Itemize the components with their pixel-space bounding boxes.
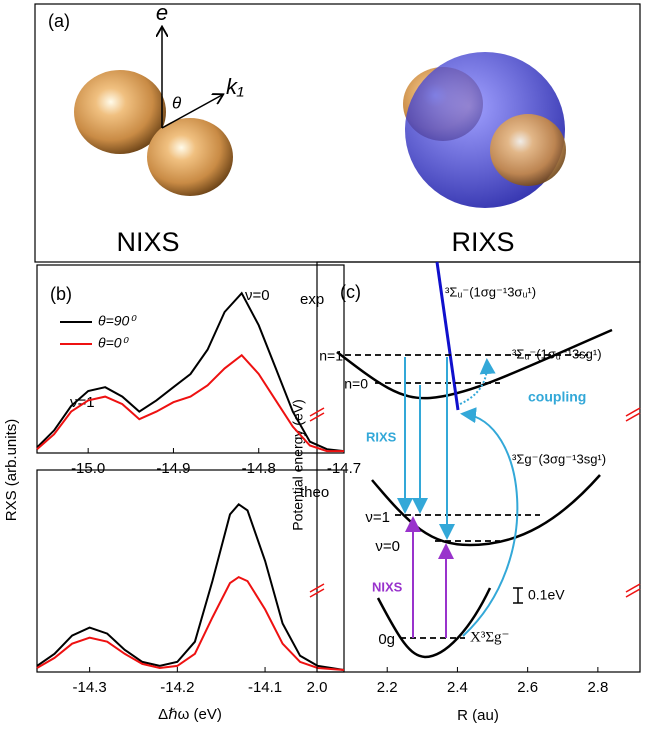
nixs-label: NIXS	[116, 227, 179, 257]
state-label: X³Σg⁻	[470, 629, 509, 645]
k-label: k₁	[226, 74, 244, 99]
x-tick-label: -15.0	[71, 460, 105, 477]
potential-curves	[337, 330, 612, 657]
scale-bar	[513, 588, 523, 603]
nixs-label: NIXS	[372, 579, 403, 594]
panel-label: (b)	[50, 284, 72, 304]
panel-label: (c)	[340, 282, 361, 302]
level-label: n=0	[344, 376, 368, 392]
level-label: 0g	[378, 631, 395, 648]
state-label: ³Σᵤ⁻(1σᵤ⁻¹3sg¹)	[512, 346, 602, 361]
x-tick-label: -14.3	[73, 679, 107, 696]
e-label: e	[156, 0, 168, 25]
potential-curve	[372, 475, 600, 545]
panel-label: (a)	[48, 11, 70, 31]
level-label: ν=0	[375, 538, 400, 555]
rixs-label: RIXS	[366, 429, 397, 444]
axis-breaks	[310, 408, 640, 597]
legend-label: θ=0⁰	[98, 335, 130, 351]
x-axis-label: R (au)	[457, 707, 499, 724]
x-axis-label: Δℏω (eV)	[158, 706, 222, 723]
rixs-label: RIXS	[451, 227, 514, 257]
level-label: ν=1	[365, 509, 390, 526]
x-tick-label: -14.8	[242, 460, 276, 477]
x-tick-label: -14.7	[327, 460, 361, 477]
annotation: ν=0	[245, 287, 270, 304]
y-axis-label: RXS (arb.units)	[3, 419, 20, 522]
theta-label: θ	[172, 93, 182, 112]
scale-label: 0.1eV	[528, 587, 565, 603]
coupling-label: coupling	[528, 389, 586, 405]
arrow	[460, 362, 487, 404]
figure: (a) e k₁ θ NIXS RIXS (b) exp ν=1 ν=0 the…	[0, 0, 645, 733]
level-label: n=1	[319, 348, 343, 364]
curve	[37, 577, 344, 670]
state-label: ³Σᵤ⁻(1σg⁻¹3σᵤ¹)	[445, 284, 536, 299]
atom	[490, 114, 566, 186]
x-tick-label: -14.9	[156, 460, 190, 477]
state-label: ³Σg⁻(3σg⁻¹3sg¹)	[512, 451, 606, 466]
curve-label: exp	[300, 291, 324, 308]
arrow	[463, 414, 517, 636]
x-tick-label: 2.0	[307, 679, 328, 696]
legend-label: θ=90⁰	[98, 313, 137, 329]
x-tick-label: 2.4	[447, 679, 468, 696]
x-tick-label: 2.6	[517, 679, 538, 696]
x-tick-label: -14.1	[248, 679, 282, 696]
atom	[147, 118, 233, 196]
nixs-arrows	[413, 520, 446, 638]
x-tick-label: -14.2	[160, 679, 194, 696]
x-tick-label: 2.8	[587, 679, 608, 696]
x-tick-label: 2.2	[377, 679, 398, 696]
